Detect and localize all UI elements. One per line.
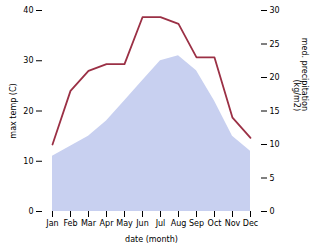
svg-text:20: 20 <box>270 73 280 82</box>
svg-text:Jun: Jun <box>135 219 149 228</box>
svg-text:0: 0 <box>28 207 33 216</box>
svg-text:max temp (C): max temp (C) <box>9 83 18 138</box>
svg-text:med. precipitation(kg/m2): med. precipitation(kg/m2) <box>292 38 309 111</box>
svg-text:10: 10 <box>270 140 280 149</box>
svg-text:30: 30 <box>23 56 33 65</box>
svg-text:Jan: Jan <box>45 219 58 228</box>
svg-text:15: 15 <box>270 107 280 116</box>
svg-text:5: 5 <box>270 174 275 183</box>
svg-text:20: 20 <box>23 107 33 116</box>
svg-text:Feb: Feb <box>63 219 77 228</box>
svg-text:Apr: Apr <box>100 219 115 228</box>
svg-text:0: 0 <box>270 207 275 216</box>
svg-text:Nov: Nov <box>225 219 241 228</box>
svg-text:Jul: Jul <box>155 219 166 228</box>
svg-text:40: 40 <box>23 6 33 15</box>
svg-text:Sep: Sep <box>189 219 204 228</box>
svg-text:May: May <box>116 219 133 228</box>
svg-text:25: 25 <box>270 40 280 49</box>
svg-text:date (month): date (month) <box>125 235 178 244</box>
svg-text:Aug: Aug <box>171 219 187 228</box>
svg-text:10: 10 <box>23 157 33 166</box>
svg-text:30: 30 <box>270 6 280 15</box>
svg-text:Oct: Oct <box>208 219 222 228</box>
svg-text:Dec: Dec <box>243 219 258 228</box>
svg-text:Mar: Mar <box>81 219 97 228</box>
